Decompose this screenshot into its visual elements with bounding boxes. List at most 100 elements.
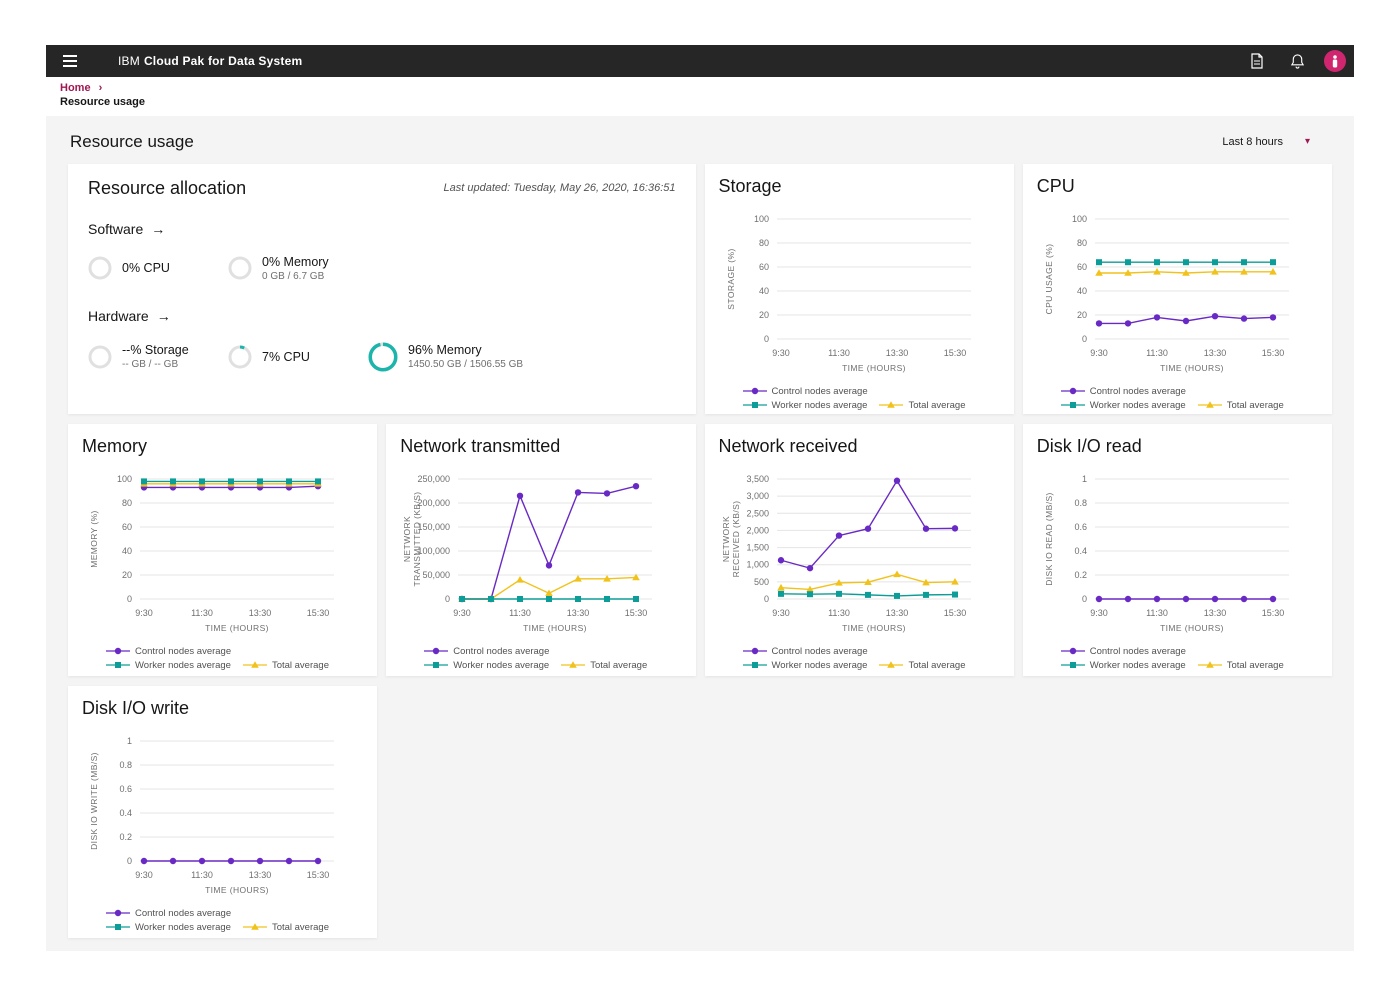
svg-text:3,000: 3,000 — [746, 491, 769, 501]
legend-item-control[interactable]: Control nodes average — [106, 646, 231, 657]
svg-text:9:30: 9:30 — [772, 608, 790, 618]
legend-item-worker[interactable]: Worker nodes average — [1060, 659, 1186, 671]
svg-text:11:30: 11:30 — [1146, 608, 1168, 618]
svg-text:150,000: 150,000 — [418, 522, 451, 532]
card-resource-allocation: Resource allocation Last updated: Tuesda… — [68, 163, 696, 414]
legend-item-total[interactable]: Total average — [879, 400, 965, 411]
memory-legend: Control nodes average Worker nodes averag… — [106, 646, 363, 671]
hamburger-menu-icon[interactable] — [46, 45, 94, 77]
storage-legend: Control nodes average Worker nodes averag… — [742, 385, 1000, 411]
svg-text:200,000: 200,000 — [418, 498, 451, 508]
card-disk-io-read: Disk I/O read DISK IO READ (MB/S) 0 0.2 0.4… — [1022, 423, 1332, 676]
notifications-bell-icon[interactable] — [1282, 45, 1312, 77]
card-memory: Memory MEMORY (%) 0 20 40 60 80 100 9:30 11:30 13… — [68, 423, 378, 676]
network-transmitted-chart: NETWORKTRANSMITTED (KB/S) 0 50,000 100,000 1… — [400, 459, 681, 648]
disk-io-read-chart: DISK IO READ (MB/S) 0 0.2 0.4 0.6 0.8 1 9:30 11:… — [1037, 459, 1318, 648]
software-label: Software — [88, 220, 144, 237]
circle-marker-icon — [106, 647, 130, 655]
svg-text:3,500: 3,500 — [746, 474, 769, 484]
svg-text:TIME (HOURS): TIME (HOURS) — [205, 623, 269, 633]
svg-text:NETWORKTRANSMITTED (KB/S): NETWORKTRANSMITTED (KB/S) — [402, 491, 422, 586]
svg-text:13:30: 13:30 — [1203, 608, 1226, 618]
top-header-bar: IBM Cloud Pak for Data System — [46, 45, 1354, 77]
svg-text:9:30: 9:30 — [1090, 608, 1108, 618]
triangle-marker-icon — [242, 661, 267, 668]
triangle-marker-icon — [561, 661, 586, 668]
svg-text:0: 0 — [1082, 334, 1087, 344]
legend-item-total[interactable]: Total average — [242, 659, 329, 671]
legend-item-total[interactable]: Total average — [1197, 400, 1284, 411]
legend-item-total[interactable]: Total average — [1197, 660, 1284, 671]
legend-item-control[interactable]: Control nodes average — [1060, 386, 1186, 397]
legend-item-control[interactable]: Control nodes average — [1060, 646, 1186, 657]
svg-text:0.4: 0.4 — [1074, 546, 1087, 556]
legend-item-worker[interactable]: Worker nodes average — [742, 660, 867, 671]
svg-text:9:30: 9:30 — [135, 608, 153, 618]
legend-label: Worker nodes average — [135, 659, 231, 671]
triangle-marker-icon — [1197, 661, 1222, 668]
chart-canvas: DISK IO WRITE (MB/S) 0 0.2 0.4 0.6 0.8 1 9:30 11… — [89, 736, 334, 895]
svg-text:TIME (HOURS): TIME (HOURS) — [523, 623, 587, 633]
legend-item-worker[interactable]: Worker nodes average — [424, 660, 549, 671]
legend-item-worker[interactable]: Worker nodes average — [106, 660, 231, 671]
legend-item-total[interactable]: Total average — [879, 660, 965, 671]
svg-text:0: 0 — [445, 594, 450, 604]
svg-text:11:30: 11:30 — [828, 348, 850, 358]
arrow-right-icon: → — [156, 307, 171, 324]
legend-item-worker[interactable]: Worker nodes average — [742, 400, 867, 411]
svg-text:0.8: 0.8 — [1074, 498, 1087, 508]
legend-item-total[interactable]: Total average — [561, 660, 647, 671]
triangle-marker-icon — [879, 661, 904, 668]
circle-marker-icon — [424, 647, 449, 655]
svg-text:1,500: 1,500 — [746, 542, 769, 552]
breadcrumb: Home › Resource usage — [46, 77, 1354, 116]
hardware-link[interactable]: Hardware → — [88, 308, 171, 324]
svg-text:2,000: 2,000 — [746, 525, 769, 535]
svg-text:TIME (HOURS): TIME (HOURS) — [205, 885, 269, 895]
legend-item-control[interactable]: Control nodes average — [424, 646, 549, 657]
svg-text:0: 0 — [127, 594, 132, 604]
legend-item-worker[interactable]: Worker nodes average — [106, 922, 231, 933]
svg-text:40: 40 — [758, 286, 768, 296]
breadcrumb-home-link[interactable]: Home — [60, 82, 91, 94]
svg-text:11:30: 11:30 — [509, 608, 531, 618]
svg-text:15:30: 15:30 — [1261, 608, 1284, 618]
svg-text:0.2: 0.2 — [1074, 570, 1087, 580]
network-received-legend: Control nodes average Worker nodes averag… — [742, 646, 1000, 671]
legend-label: Control nodes average — [453, 645, 550, 657]
time-range-dropdown[interactable]: Last 8 hours ▾ — [1214, 132, 1318, 152]
chart-title-disk-io-read: Disk I/O read — [1036, 435, 1142, 456]
circle-marker-icon — [742, 387, 767, 395]
content-area: Resource usage Last 8 hours ▾ Resource a… — [46, 115, 1354, 951]
svg-text:9:30: 9:30 — [772, 348, 790, 358]
svg-text:0: 0 — [763, 594, 768, 604]
svg-text:15:30: 15:30 — [625, 608, 648, 618]
disk-io-write-chart: DISK IO WRITE (MB/S) 0 0.2 0.4 0.6 0.8 1 9:30 11… — [82, 721, 363, 910]
legend-item-control[interactable]: Control nodes average — [106, 908, 231, 919]
svg-text:60: 60 — [122, 522, 132, 532]
svg-text:9:30: 9:30 — [135, 870, 153, 880]
triangle-marker-icon — [242, 923, 267, 930]
legend-label: Worker nodes average — [1089, 399, 1186, 411]
allocation-section-hardware: Hardware → --% Storage -- GB / -- GB 7% CP… — [88, 308, 676, 372]
user-avatar[interactable] — [1324, 50, 1346, 72]
donut-gauge-icon — [228, 256, 252, 280]
legend-label: Control nodes average — [771, 385, 868, 397]
circle-marker-icon — [1060, 647, 1085, 655]
legend-item-total[interactable]: Total average — [242, 922, 329, 933]
svg-text:11:30: 11:30 — [1146, 348, 1168, 358]
square-marker-icon — [742, 662, 767, 668]
allocation-metric: 7% CPU — [228, 345, 368, 369]
card-disk-io-write: Disk I/O write DISK IO WRITE (MB/S) 0 0.2 0… — [68, 685, 378, 938]
chart-title-storage: Storage — [718, 175, 782, 196]
legend-item-control[interactable]: Control nodes average — [742, 385, 868, 397]
legend-item-worker[interactable]: Worker nodes average — [1060, 399, 1186, 411]
brand-prefix: IBM — [118, 54, 140, 68]
svg-text:13:30: 13:30 — [885, 608, 908, 618]
legend-label: Worker nodes average — [1089, 659, 1186, 671]
document-icon[interactable] — [1242, 45, 1272, 77]
legend-label: Total average — [271, 659, 329, 671]
legend-item-control[interactable]: Control nodes average — [742, 646, 868, 657]
svg-text:15:30: 15:30 — [1261, 348, 1284, 358]
software-link[interactable]: Software → — [88, 221, 165, 237]
